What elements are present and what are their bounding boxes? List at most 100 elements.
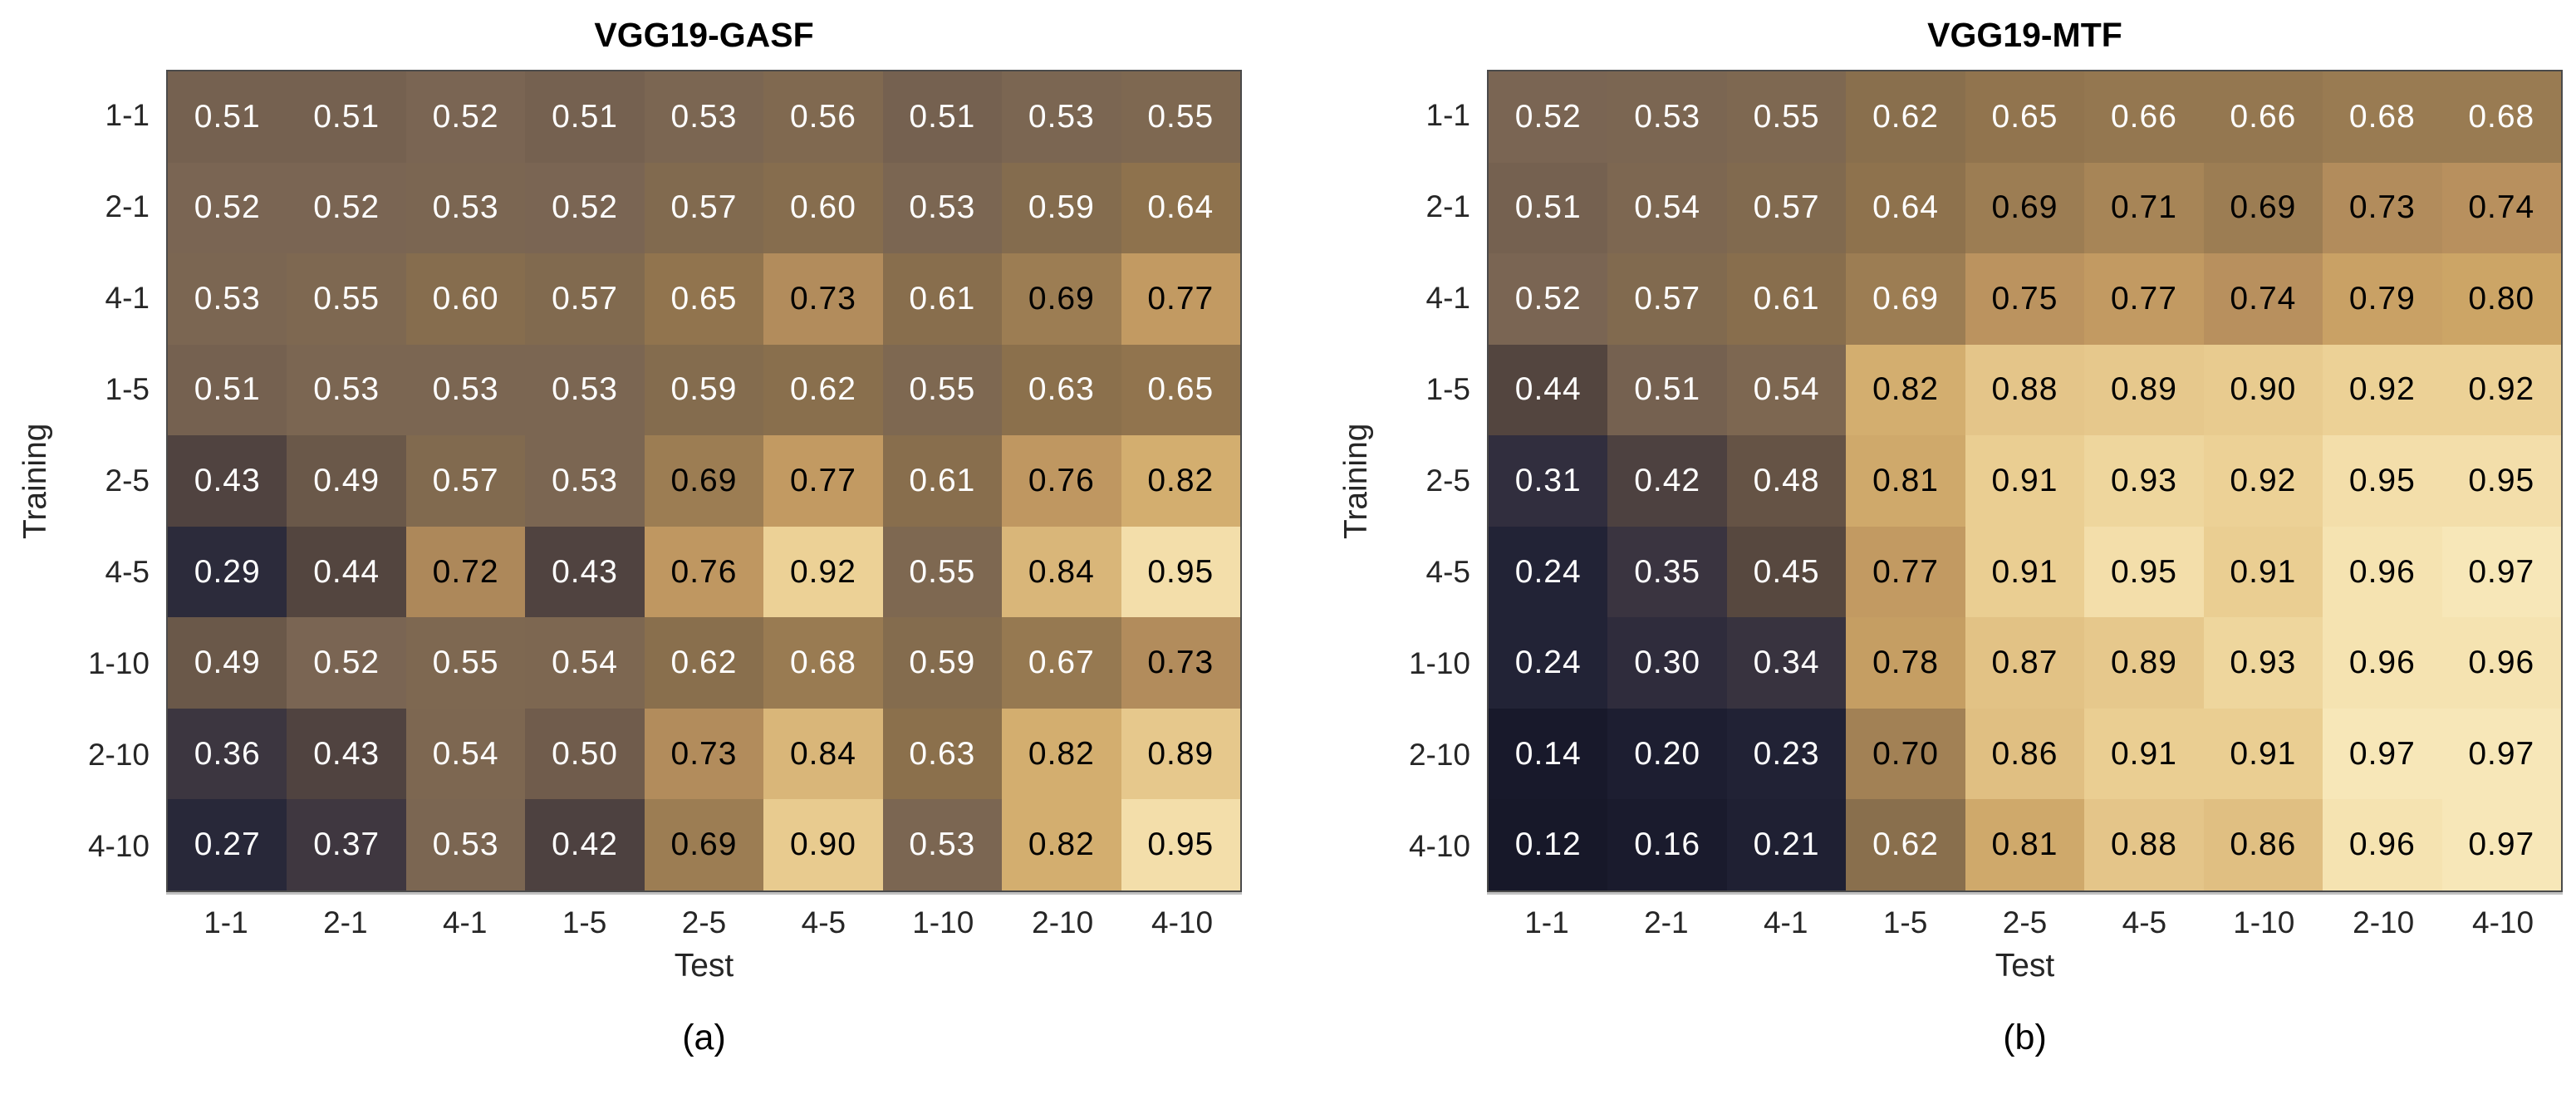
heatmap-cell: 0.57 [525, 253, 645, 345]
heatmap-cell: 0.92 [763, 526, 883, 618]
x-tick-label: 2-10 [1032, 905, 1094, 939]
heatmap-cell: 0.69 [1002, 253, 1121, 345]
heatmap-cell: 0.91 [2084, 708, 2204, 800]
x-tick-labels: 1-1 2-1 4-1 1-5 2-5 4-5 1-10 2-10 4-10 [166, 892, 1242, 940]
heatmap-cell: 0.53 [405, 799, 526, 890]
heatmap-cell: 0.60 [763, 162, 883, 254]
heatmap-cell: 0.89 [2084, 344, 2204, 436]
heatmap-cell: 0.95 [2084, 526, 2204, 618]
x-tick-label: 4-10 [1151, 905, 1214, 939]
heatmap-cell: 0.68 [2323, 71, 2442, 163]
heatmap-cell: 0.95 [1121, 526, 1240, 618]
chart-title: VGG19-GASF [594, 15, 814, 54]
y-tick-label: 4-1 [1425, 281, 1470, 315]
heatmap-cell: 0.82 [1121, 435, 1240, 527]
heatmap-cell: 0.91 [2203, 526, 2323, 618]
heatmap-cell: 0.48 [1726, 435, 1847, 527]
heatmap-cell: 0.43 [287, 708, 406, 800]
x-tick-label: 2-1 [1644, 905, 1689, 939]
heatmap-cell: 0.81 [1965, 799, 2085, 890]
y-tick-label: 1-10 [1408, 646, 1470, 680]
heatmap-cell: 0.92 [2441, 344, 2561, 436]
figure-caption: (a) [682, 1018, 726, 1057]
heatmap-cell: 0.55 [287, 253, 406, 345]
heatmap-cell: 0.30 [1607, 617, 1727, 709]
heatmap-cell: 0.62 [763, 344, 883, 436]
heatmap-cell: 0.53 [287, 344, 406, 436]
heatmap-cell: 0.95 [2323, 435, 2442, 527]
heatmap-cell: 0.65 [1965, 71, 2085, 163]
y-tick-label: 2-10 [87, 738, 150, 772]
heatmap-cell: 0.49 [287, 435, 406, 527]
heatmap-cell: 0.59 [644, 344, 764, 436]
heatmap-cell: 0.53 [1607, 71, 1727, 163]
heatmap-cell: 0.53 [168, 253, 287, 345]
x-tick-label: 2-5 [2002, 905, 2048, 939]
heatmap-cell: 0.63 [882, 708, 1003, 800]
heatmap-cell: 0.97 [2323, 708, 2442, 800]
heatmap-cell: 0.53 [644, 71, 764, 163]
heatmap-cell: 0.51 [1489, 162, 1608, 254]
heatmap-cell: 0.44 [287, 526, 406, 618]
heatmap-cell: 0.53 [882, 799, 1003, 890]
x-tick-label: 4-5 [2122, 905, 2167, 939]
heatmap-cell: 0.14 [1489, 708, 1608, 800]
heatmap-cell: 0.88 [1965, 344, 2085, 436]
heatmap-panel-b: VGG19-MTF Training 1-1 2-1 4-1 1-5 2-5 4-5 1-1… [1321, 8, 2563, 1063]
heatmap-cell: 0.55 [1121, 71, 1240, 163]
heatmap-cell: 0.52 [1489, 71, 1608, 163]
heatmap-cell: 0.53 [882, 162, 1003, 254]
heatmap-cell: 0.50 [525, 708, 645, 800]
heatmap-cell: 0.53 [405, 344, 526, 436]
heatmap-cell: 0.76 [1002, 435, 1121, 527]
x-tick-label: 1-1 [1524, 905, 1569, 939]
y-tick-label: 1-1 [1425, 98, 1470, 132]
x-tick-label: 4-1 [442, 905, 488, 939]
heatmap-cell: 0.71 [2084, 162, 2204, 254]
heatmap-cell: 0.77 [2084, 253, 2204, 345]
heatmap-cell: 0.73 [644, 708, 764, 800]
heatmap-cell: 0.70 [1846, 708, 1965, 800]
heatmap-cell: 0.65 [1121, 344, 1240, 436]
heatmap-cell: 0.31 [1489, 435, 1608, 527]
heatmap-cell: 0.91 [1965, 526, 2085, 618]
heatmap-cell: 0.69 [2203, 162, 2323, 254]
heatmap-cell: 0.96 [2323, 617, 2442, 709]
y-tick-label: 2-5 [105, 464, 150, 498]
heatmap-cell: 0.90 [2203, 344, 2323, 436]
heatmap-cell: 0.87 [1965, 617, 2085, 709]
x-tick-label: 1-10 [912, 905, 974, 939]
y-tick-label: 4-10 [87, 829, 150, 863]
heatmap-grid: 0.51 0.51 0.52 0.51 0.53 0.56 0.51 0.53 0.55 0.52… [166, 70, 1242, 892]
heatmap-cell: 0.53 [405, 162, 526, 254]
heatmap-cell: 0.73 [2323, 162, 2442, 254]
heatmap-grid: 0.52 0.53 0.55 0.62 0.65 0.66 0.66 0.68 0.68 0.51… [1487, 70, 2563, 892]
heatmap-cell: 0.23 [1726, 708, 1847, 800]
x-tick-label: 1-1 [204, 905, 248, 939]
heatmap-panel-a: VGG19-GASF Training 1-1 2-1 4-1 1-5 2-5 4-5 1-… [0, 8, 1242, 1063]
heatmap-cell: 0.68 [2441, 71, 2561, 163]
heatmap-cell: 0.24 [1489, 617, 1608, 709]
heatmap-cell: 0.81 [1846, 435, 1965, 527]
y-tick-label: 4-1 [105, 281, 150, 315]
heatmap-cell: 0.88 [2084, 799, 2204, 890]
heatmap-cell: 0.96 [2323, 526, 2442, 618]
y-tick-label: 1-10 [87, 646, 150, 680]
heatmap-cell: 0.66 [2084, 71, 2204, 163]
heatmap-cell: 0.35 [1607, 526, 1727, 618]
heatmap-cell: 0.77 [763, 435, 883, 527]
figure-caption: (b) [2003, 1018, 2047, 1057]
heatmap-cell: 0.93 [2084, 435, 2204, 527]
y-tick-label: 4-5 [105, 555, 150, 589]
y-tick-labels: 1-1 2-1 4-1 1-5 2-5 4-5 1-10 2-10 4-10 [1392, 70, 1487, 892]
x-tick-labels: 1-1 2-1 4-1 1-5 2-5 4-5 1-10 2-10 4-10 [1487, 892, 2563, 940]
heatmap-cell: 0.27 [168, 799, 287, 890]
x-tick-label: 1-5 [1882, 905, 1928, 939]
heatmap-cell: 0.69 [644, 435, 764, 527]
heatmap-cell: 0.74 [2441, 162, 2561, 254]
heatmap-cell: 0.57 [405, 435, 526, 527]
heatmap-cell: 0.66 [2203, 71, 2323, 163]
heatmap-cell: 0.91 [1965, 435, 2085, 527]
heatmap-cell: 0.62 [1846, 71, 1965, 163]
